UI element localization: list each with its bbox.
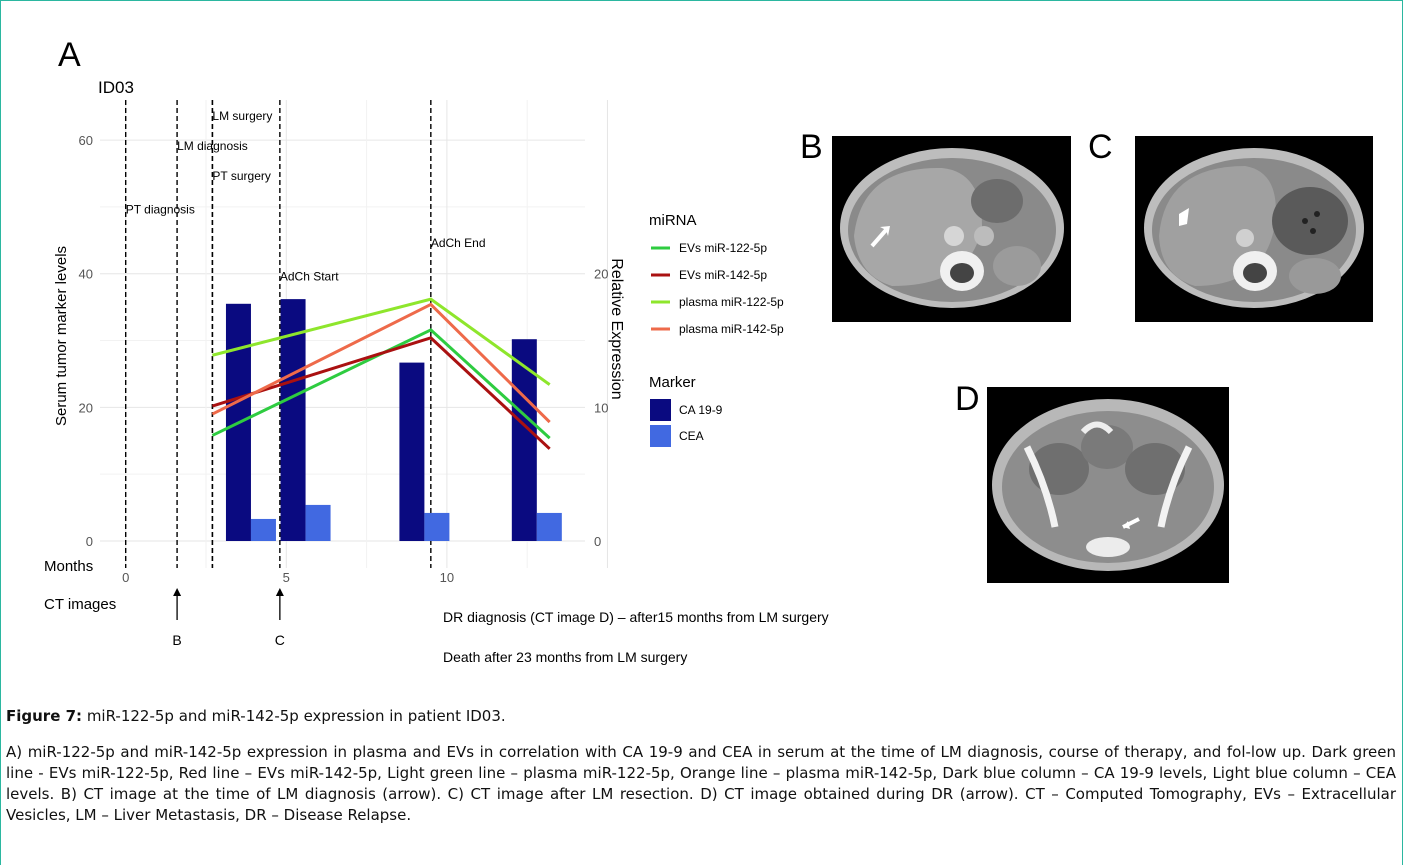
- event-label: LM surgery: [212, 109, 272, 123]
- figure-title-text: miR-122-5p and miR-142-5p expression in …: [82, 707, 506, 725]
- event-label: PT diagnosis: [126, 203, 195, 217]
- legend-label: CA 19-9: [679, 403, 723, 417]
- y2-tick-label: 20: [594, 267, 608, 282]
- line-series: [211, 297, 551, 450]
- chart-title: ID03: [98, 78, 134, 97]
- ct-image-d: [987, 387, 1229, 583]
- event-label: AdCh Start: [280, 269, 339, 283]
- bar-series: [225, 299, 562, 541]
- bar-ca-19-9: [399, 362, 425, 541]
- legend-label: EVs miR-142-5p: [679, 268, 767, 282]
- chart-axes: 0 20 40 60 0 10 20 0 5 10 B C: [79, 133, 609, 648]
- ct-scan-liver-c-icon: [1135, 148, 1373, 331]
- chart-panel-a: PT diagnosis LM diagnosis PT surgery LM sur…: [44, 36, 829, 665]
- x-axis-label: Months: [44, 558, 93, 575]
- ct-scan-liver-b-icon: [832, 148, 1071, 331]
- event-label: PT surgery: [212, 169, 270, 183]
- legend-label: plasma miR-142-5p: [679, 322, 784, 336]
- x-tick-label: 0: [122, 570, 129, 585]
- ct-arrow-label: C: [275, 632, 285, 648]
- x-tick-label: 10: [440, 570, 454, 585]
- legend-label: EVs miR-122-5p: [679, 241, 767, 255]
- bar-cea: [305, 504, 331, 541]
- y-tick-label: 20: [79, 400, 93, 415]
- ct-image-b: [832, 136, 1071, 331]
- legend-key-swatch: [650, 399, 671, 421]
- y2-tick-label: 10: [594, 400, 608, 415]
- ct-arrow-head: [173, 588, 182, 596]
- line-plasma-mir-122-5p: [212, 297, 551, 386]
- event-lines: PT diagnosis LM diagnosis PT surgery LM sur…: [124, 100, 486, 568]
- bar-ca-19-9: [280, 299, 306, 541]
- ct-arrow-label: B: [172, 632, 181, 648]
- line-evs-mir-142-5p: [211, 336, 551, 450]
- y-tick-label: 0: [86, 534, 93, 549]
- event-label: LM diagnosis: [177, 139, 248, 153]
- y2-axis-label: Relative Expression: [608, 258, 625, 399]
- event-label: AdCh End: [431, 236, 486, 250]
- panel-c-letter: C: [1088, 128, 1113, 166]
- line-evs-mir-122-5p: [211, 328, 551, 440]
- ct-images-label: CT images: [44, 596, 116, 613]
- legend-mirna-title: miRNA: [649, 212, 697, 229]
- panel-b-letter: B: [800, 128, 823, 166]
- death-note: Death after 23 months from LM surgery: [443, 649, 687, 665]
- figure-caption-body: A) miR-122-5p and miR-142-5p expression …: [6, 743, 1396, 824]
- y2-tick-label: 0: [594, 534, 601, 549]
- legend-label: plasma miR-122-5p: [679, 295, 784, 309]
- y-axis-label: Serum tumor marker levels: [53, 246, 70, 426]
- dr-diagnosis-note: DR diagnosis (CT image D) – after15 mont…: [443, 609, 829, 625]
- panel-a-letter: A: [58, 36, 81, 74]
- legend-key-swatch: [650, 425, 671, 447]
- x-tick-label: 5: [283, 570, 290, 585]
- figure-number: Figure 7:: [6, 707, 83, 725]
- legend-marker-title: Marker: [649, 374, 696, 391]
- y-tick-label: 40: [79, 267, 93, 282]
- bar-cea: [424, 512, 450, 541]
- legend-label: CEA: [679, 429, 704, 443]
- bar-cea: [250, 518, 276, 541]
- chart-legend: EVs miR-122-5p EVs miR-142-5p plasma miR-1…: [650, 241, 784, 447]
- ct-image-c: [1135, 136, 1373, 331]
- line-plasma-mir-142-5p: [211, 302, 551, 424]
- ct-scan-pelvis-d-icon: [992, 399, 1224, 571]
- panel-d-letter: D: [955, 380, 980, 418]
- ct-arrow-head: [275, 588, 284, 596]
- bar-ca-19-9: [511, 339, 537, 541]
- figure-caption-title: Figure 7: miR-122-5p and miR-142-5p expr…: [6, 706, 1396, 727]
- bar-cea: [536, 512, 562, 541]
- y-tick-label: 60: [79, 133, 93, 148]
